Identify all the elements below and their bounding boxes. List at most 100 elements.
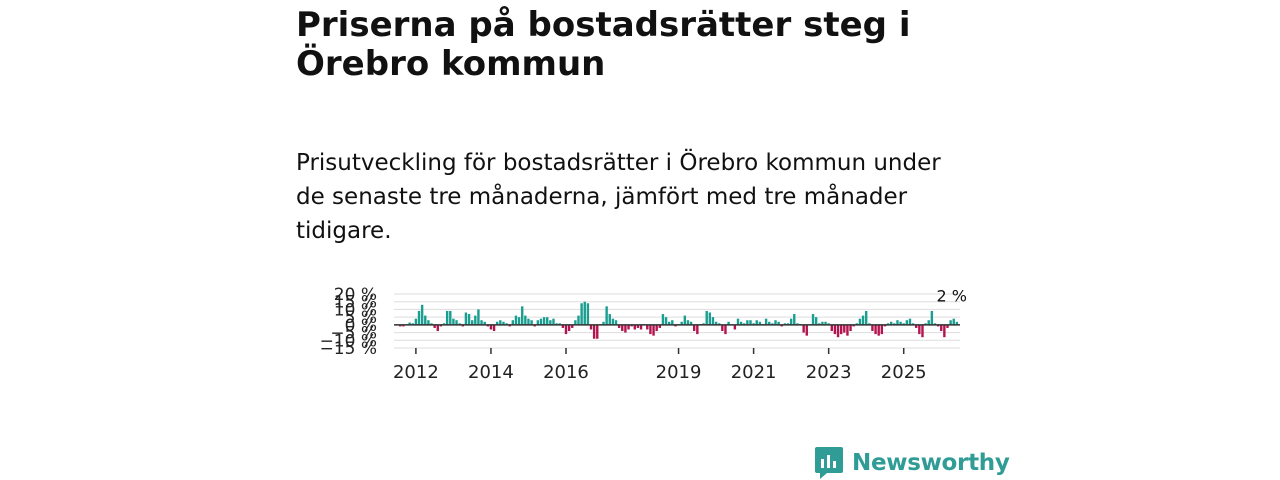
bar: [499, 320, 502, 325]
bar: [680, 321, 683, 325]
bar: [646, 324, 649, 330]
y-tick-label: −5 %: [330, 324, 377, 344]
bar: [617, 324, 621, 328]
bar: [414, 318, 418, 325]
bar: [596, 324, 599, 339]
bar: [905, 320, 909, 325]
bar: [871, 324, 874, 332]
bar: [689, 321, 693, 325]
bar: [661, 314, 665, 325]
bar: [664, 317, 668, 325]
bar: [896, 320, 899, 325]
bar: [464, 312, 468, 325]
bar: [849, 324, 852, 332]
bar-chart: 20 %15 %10 %5 %0 %−5 %−10 %−15 % 2012 2014…: [320, 285, 967, 383]
x-tick-label: 2012: [393, 362, 439, 383]
bar: [899, 321, 902, 325]
bar: [702, 323, 705, 325]
bar: [624, 324, 627, 333]
y-tick-label: −15 %: [320, 339, 377, 359]
bar: [495, 321, 499, 325]
bar: [830, 324, 833, 332]
bar: [883, 324, 887, 327]
bar: [924, 323, 927, 325]
bar: [733, 324, 737, 330]
y-tick-label: 15 %: [334, 293, 377, 313]
bar: [686, 320, 690, 325]
bar: [880, 324, 884, 335]
bar: [708, 312, 712, 325]
bar: [552, 318, 555, 325]
bar: [783, 323, 787, 325]
bar: [780, 324, 783, 327]
bar: [811, 314, 815, 325]
bar: [399, 324, 402, 327]
bar: [549, 320, 552, 325]
x-tick-label: 2014: [468, 362, 514, 383]
brand-name: Newsworthy: [852, 450, 1010, 476]
bar: [477, 309, 480, 325]
chart-title: Priserna på bostadsrätter steg i Örebro …: [296, 5, 911, 84]
bar: [814, 317, 818, 325]
bar: [611, 318, 615, 325]
bar: [868, 323, 871, 325]
bar: [417, 310, 421, 325]
bar: [483, 321, 486, 325]
gridlines: [394, 293, 960, 349]
bar: [886, 323, 890, 325]
bar: [711, 317, 715, 325]
bar: [574, 320, 577, 325]
bar: [539, 318, 543, 325]
bar: [902, 323, 905, 325]
newsworthy-logo[interactable]: Newsworthy: [814, 446, 1010, 480]
bar: [536, 320, 540, 325]
bar: [639, 324, 643, 330]
bar: [714, 321, 718, 325]
bar: [946, 324, 949, 328]
bar: [521, 306, 524, 325]
bar: [627, 324, 630, 330]
bars: [395, 301, 959, 339]
bar: [467, 314, 471, 325]
bar: [727, 321, 730, 325]
bar: [724, 324, 727, 335]
bar: [614, 320, 618, 325]
bar: [864, 310, 868, 325]
bar: [445, 310, 449, 325]
bar: [480, 320, 483, 325]
bar: [955, 321, 959, 325]
bar: [474, 315, 477, 325]
bar: [658, 324, 661, 328]
bar: [408, 322, 411, 325]
bar: [858, 318, 862, 325]
bar: [743, 323, 746, 325]
bar: [833, 324, 837, 335]
bar: [420, 304, 424, 325]
bar: [789, 318, 793, 325]
bar: [915, 324, 918, 328]
bar: [586, 303, 590, 325]
bar: [433, 324, 436, 328]
bar: [861, 315, 865, 325]
bar: [796, 323, 799, 325]
bar: [943, 324, 946, 338]
bar: [911, 323, 915, 325]
bar: [758, 321, 762, 325]
bar: [546, 317, 549, 325]
bar: [564, 324, 568, 335]
newsworthy-bar-chart-icon: [815, 447, 843, 479]
bar: [439, 324, 443, 327]
bar: [752, 323, 755, 325]
bar: [746, 320, 749, 325]
bar: [505, 323, 508, 325]
axes: 20 %15 %10 %5 %0 %−5 %−10 %−15 % 2012 2014…: [320, 285, 967, 383]
bar: [527, 318, 530, 325]
bar: [749, 320, 752, 325]
bar: [940, 324, 943, 332]
bar: [890, 321, 893, 325]
bar: [605, 306, 608, 325]
bar: [696, 324, 699, 335]
bar: [705, 310, 708, 325]
bar: [846, 324, 849, 336]
bar: [524, 315, 527, 325]
